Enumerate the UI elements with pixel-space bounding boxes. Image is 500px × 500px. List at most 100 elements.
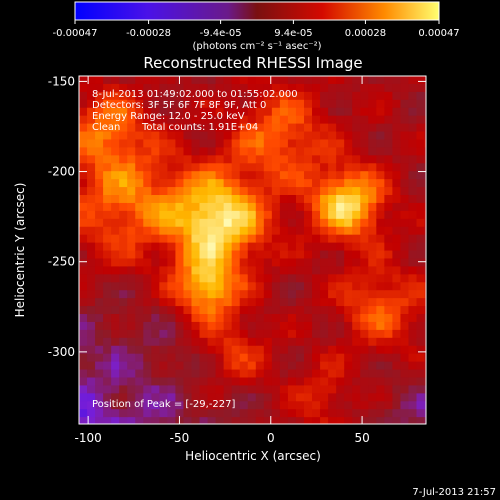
heatmap-cell (103, 337, 112, 347)
heatmap-cell (271, 361, 281, 371)
heatmap-cell (247, 179, 257, 188)
heatmap-cell (239, 218, 249, 228)
heatmap-cell (167, 250, 177, 260)
heatmap-cell (336, 76, 345, 85)
heatmap-cell (416, 266, 426, 275)
heatmap-cell (239, 385, 249, 394)
heatmap-cell (95, 321, 104, 331)
heatmap-cell (376, 218, 385, 228)
heatmap-cell (231, 147, 241, 156)
heatmap-cell (344, 171, 353, 180)
heatmap-cell (352, 385, 361, 394)
heatmap-cell (295, 91, 305, 101)
heatmap-cell (400, 377, 410, 387)
heatmap-cell (295, 115, 305, 125)
heatmap-cell (215, 298, 225, 307)
heatmap-cell (352, 131, 361, 141)
heatmap-cell (376, 210, 385, 220)
colorbar-tick-label: -0.00028 (126, 28, 171, 39)
heatmap-cell (79, 393, 88, 402)
heatmap-cell (223, 226, 233, 236)
heatmap-cell (119, 290, 128, 299)
heatmap-cell (223, 258, 233, 267)
heatmap-cell (344, 226, 353, 236)
heatmap-cell (159, 210, 168, 220)
heatmap-cell (103, 369, 112, 379)
heatmap-cell (191, 83, 201, 93)
heatmap-cell (87, 210, 96, 220)
heatmap-cell (199, 210, 209, 220)
heatmap-cell (167, 409, 177, 418)
heatmap-cell (416, 179, 426, 188)
heatmap-cell (304, 321, 313, 331)
heatmap-cell (143, 361, 152, 371)
heatmap-cell (87, 345, 96, 355)
heatmap-cell (263, 234, 273, 244)
heatmap-cell (151, 290, 160, 299)
heatmap-cell (344, 91, 353, 101)
heatmap-cell (199, 76, 209, 85)
heatmap-cell (271, 242, 281, 252)
heatmap-cell (344, 258, 353, 267)
heatmap-cell (255, 179, 265, 188)
heatmap-cell (135, 179, 144, 188)
heatmap-cell (247, 83, 257, 93)
heatmap-cell (127, 91, 136, 101)
heatmap-cell (392, 306, 402, 315)
heatmap-cell (344, 298, 353, 307)
heatmap-cell (279, 171, 289, 180)
heatmap-cell (111, 226, 120, 236)
heatmap-cell (183, 91, 193, 101)
heatmap-cell (127, 282, 136, 291)
heatmap-cell (175, 242, 185, 252)
heatmap-cell (304, 83, 313, 93)
heatmap-cell (271, 401, 281, 410)
heatmap-cell (111, 147, 120, 156)
heatmap-cell (191, 202, 201, 212)
heatmap-cell (424, 290, 426, 299)
heatmap-cell (127, 353, 136, 363)
heatmap-cell (215, 91, 225, 101)
heatmap-cell (119, 107, 128, 117)
heatmap-cell (127, 401, 136, 410)
heatmap-cell (400, 250, 410, 260)
heatmap-cell (239, 179, 249, 188)
heatmap-cell (167, 369, 177, 379)
heatmap-cell (295, 147, 305, 156)
heatmap-cell (368, 377, 377, 387)
heatmap-cell (312, 171, 321, 180)
heatmap-cell (223, 83, 233, 93)
heatmap-cell (271, 266, 281, 275)
heatmap-cell (400, 123, 410, 133)
heatmap-cell (159, 385, 168, 394)
heatmap-cell (143, 290, 152, 299)
heatmap-cell (95, 282, 104, 291)
heatmap-cell (183, 202, 193, 212)
heatmap-cell (384, 91, 393, 101)
heatmap-cell (191, 242, 201, 252)
y-tick-label: -150 (48, 74, 75, 88)
heatmap-cell (111, 385, 120, 394)
heatmap-cell (95, 385, 104, 394)
heatmap-cell (295, 258, 305, 267)
heatmap-cell (207, 234, 217, 244)
heatmap-cell (376, 83, 385, 93)
heatmap-cell (159, 179, 168, 188)
heatmap-cell (368, 171, 377, 180)
heatmap-cell (159, 321, 168, 331)
heatmap-cell (207, 282, 217, 291)
heatmap-cell (199, 298, 209, 307)
annotation-time-range: 8-Jul-2013 01:49:02.000 to 01:55:02.000 (92, 89, 298, 100)
heatmap-cell (239, 274, 249, 283)
heatmap-cell (336, 329, 345, 339)
heatmap-cell (103, 155, 112, 164)
heatmap-cell (223, 417, 233, 424)
heatmap-cell (167, 147, 177, 156)
heatmap-cell (167, 290, 177, 299)
heatmap-cell (279, 417, 289, 424)
heatmap-cell (207, 107, 217, 117)
heatmap-cell (159, 266, 168, 275)
x-axis-label: Heliocentric X (arcsec) (185, 449, 321, 463)
heatmap-cell (368, 345, 377, 355)
heatmap-cell (223, 163, 233, 172)
